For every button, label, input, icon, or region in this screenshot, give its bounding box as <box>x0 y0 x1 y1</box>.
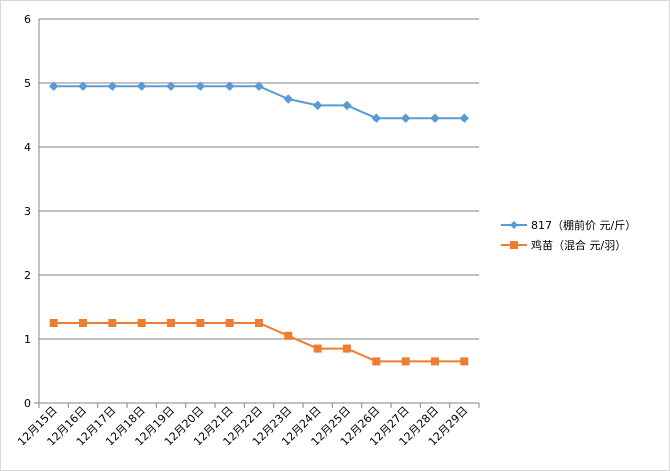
legend: 817（棚前价 元/斤） 鸡苗（混合 元/羽） <box>501 215 636 255</box>
data-point <box>459 113 470 123</box>
data-point <box>196 319 205 327</box>
data-point <box>78 81 88 91</box>
data-point <box>107 81 118 91</box>
series-line-1 <box>53 85 465 120</box>
data-point <box>195 81 206 91</box>
data-point <box>137 319 146 327</box>
y-tick-label: 3 <box>24 205 31 218</box>
legend-label: 鸡苗（混合 元/羽） <box>531 239 627 252</box>
data-point <box>343 344 351 353</box>
data-point <box>136 81 147 91</box>
data-point <box>79 319 87 327</box>
data-point <box>254 81 264 91</box>
data-point <box>342 100 352 111</box>
y-tick-label: 5 <box>24 77 31 90</box>
data-point <box>283 94 294 104</box>
data-point <box>460 357 469 366</box>
legend-item: 鸡苗（混合 元/羽） <box>501 235 636 255</box>
data-point <box>166 81 176 91</box>
y-tick-label: 1 <box>24 333 31 346</box>
data-point <box>167 319 175 327</box>
y-tick-label: 0 <box>24 397 31 410</box>
legend-swatch <box>501 221 527 229</box>
data-point <box>431 357 439 366</box>
data-point <box>48 81 59 91</box>
data-point <box>225 319 234 327</box>
data-point <box>313 344 322 353</box>
data-point <box>430 113 440 123</box>
data-point <box>372 357 381 366</box>
data-point <box>108 319 117 327</box>
legend-swatch <box>501 241 527 249</box>
data-point <box>371 113 382 123</box>
series-line-2 <box>53 322 465 363</box>
data-point <box>224 81 235 91</box>
data-point <box>400 113 411 123</box>
y-tick-label: 6 <box>24 13 31 26</box>
data-point <box>284 331 293 340</box>
data-point <box>49 319 58 327</box>
legend-item: 817（棚前价 元/斤） <box>501 215 636 235</box>
legend-label: 817（棚前价 元/斤） <box>531 219 637 232</box>
y-tick-label: 2 <box>24 269 31 282</box>
y-tick-label: 4 <box>24 141 31 154</box>
data-point <box>401 357 410 366</box>
data-point <box>255 319 263 327</box>
data-point <box>312 100 323 111</box>
